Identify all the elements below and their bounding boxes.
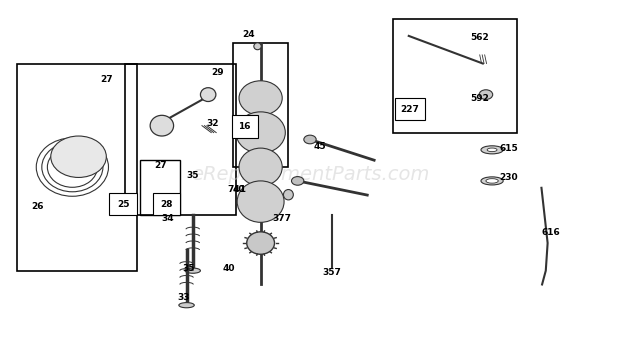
- Text: 562: 562: [471, 33, 489, 42]
- Bar: [153, 193, 180, 215]
- Text: 40: 40: [223, 264, 235, 274]
- Ellipse shape: [185, 268, 200, 273]
- Text: 24: 24: [242, 30, 255, 39]
- Bar: [17, 64, 137, 271]
- Bar: [395, 98, 425, 120]
- Bar: [232, 115, 257, 138]
- Ellipse shape: [486, 179, 498, 183]
- Ellipse shape: [291, 176, 304, 185]
- Ellipse shape: [51, 136, 106, 177]
- Ellipse shape: [479, 90, 493, 100]
- Text: 35: 35: [182, 264, 195, 274]
- Bar: [140, 160, 180, 215]
- Ellipse shape: [179, 303, 194, 308]
- Text: 45: 45: [314, 142, 326, 151]
- Ellipse shape: [237, 181, 284, 222]
- Text: eReplacementParts.com: eReplacementParts.com: [191, 165, 429, 183]
- Text: 27: 27: [100, 74, 113, 84]
- Text: 592: 592: [471, 94, 489, 103]
- Ellipse shape: [239, 81, 282, 115]
- Text: 34: 34: [162, 214, 174, 223]
- Text: 40: 40: [232, 185, 246, 194]
- Text: 33: 33: [177, 293, 190, 302]
- Text: 16: 16: [238, 122, 251, 131]
- Text: 29: 29: [211, 68, 224, 77]
- Bar: [233, 43, 288, 167]
- Text: 26: 26: [31, 202, 43, 211]
- Ellipse shape: [487, 148, 497, 152]
- Text: 357: 357: [322, 268, 341, 277]
- Ellipse shape: [236, 112, 285, 153]
- Ellipse shape: [481, 177, 503, 185]
- Bar: [393, 19, 516, 133]
- Text: 28: 28: [160, 200, 173, 209]
- Text: 230: 230: [500, 173, 518, 182]
- Text: 377: 377: [273, 214, 292, 223]
- Text: 32: 32: [206, 119, 219, 128]
- Text: 227: 227: [401, 105, 419, 114]
- Text: 27: 27: [154, 161, 167, 170]
- Ellipse shape: [304, 135, 316, 144]
- Ellipse shape: [247, 232, 275, 254]
- Text: 25: 25: [117, 200, 130, 209]
- Ellipse shape: [150, 115, 174, 136]
- Bar: [109, 193, 137, 215]
- Text: 616: 616: [541, 228, 560, 237]
- Text: 615: 615: [499, 144, 518, 153]
- Bar: [125, 64, 236, 215]
- Ellipse shape: [200, 88, 216, 102]
- Text: 35: 35: [187, 171, 199, 180]
- Text: 741: 741: [228, 185, 247, 194]
- Ellipse shape: [254, 43, 261, 50]
- Ellipse shape: [239, 148, 282, 186]
- Ellipse shape: [283, 190, 293, 200]
- Ellipse shape: [481, 146, 503, 154]
